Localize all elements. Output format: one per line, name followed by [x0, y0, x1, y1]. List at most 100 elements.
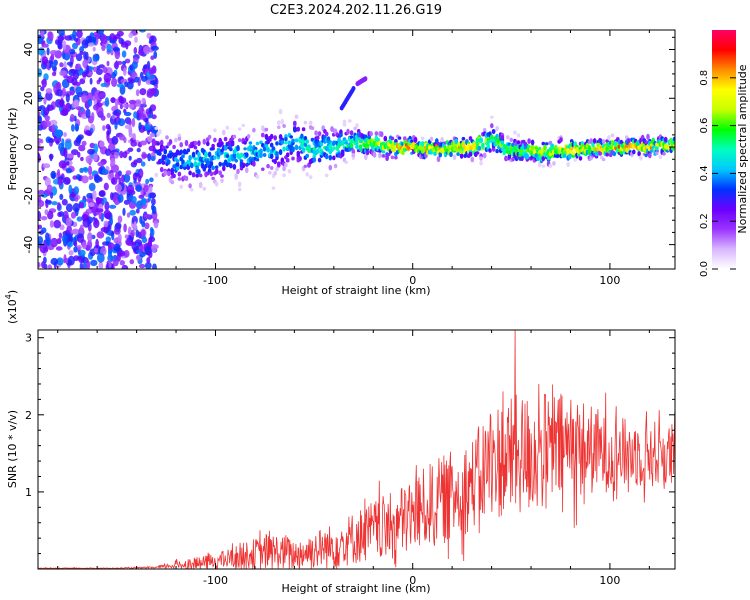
- noise-blob: [102, 125, 106, 131]
- noise-blob: [81, 175, 89, 184]
- noise-blob: [141, 237, 148, 244]
- ridge-cell: [440, 136, 444, 143]
- noise-blob: [87, 165, 93, 176]
- ridge-cell: [601, 139, 606, 144]
- ridge-cell: [252, 127, 256, 133]
- noise-blob: [107, 254, 114, 262]
- ridge-cell: [420, 140, 425, 147]
- noise-blob: [63, 254, 67, 264]
- ridge-cell: [548, 163, 553, 168]
- ridge-cell: [214, 181, 219, 187]
- noise-blob: [91, 95, 96, 101]
- noise-blob: [137, 231, 142, 239]
- ridge-cell: [271, 146, 276, 151]
- ridge-cell: [573, 158, 577, 162]
- noise-blob: [49, 50, 58, 55]
- noise-blob: [105, 212, 111, 220]
- ridge-cell: [372, 151, 377, 158]
- snr-multiplier: (x104): [4, 290, 19, 324]
- ridge-cell: [482, 152, 487, 159]
- ridge-cell: [340, 151, 345, 155]
- noise-blob: [128, 132, 133, 138]
- ridge-cell: [193, 145, 198, 150]
- noise-blob: [53, 59, 58, 66]
- noise-blob: [145, 178, 150, 184]
- noise-blob: [110, 192, 114, 201]
- noise-blob: [141, 220, 146, 228]
- noise-blob: [138, 122, 142, 131]
- ridge-cell: [374, 131, 379, 136]
- ridge-cell: [275, 153, 279, 157]
- noise-blob: [88, 202, 95, 208]
- ridge-cell: [481, 142, 485, 148]
- noise-blob: [81, 241, 87, 250]
- ridge-cell: [211, 165, 215, 171]
- ridge-cell: [379, 131, 384, 138]
- noise-blob: [68, 250, 74, 256]
- noise-blob: [79, 46, 85, 53]
- noise-blob: [133, 159, 138, 165]
- noise-blob: [139, 140, 147, 146]
- noise-blob: [86, 92, 94, 102]
- ridge-cell: [190, 162, 194, 169]
- noise-blob: [118, 177, 122, 185]
- noise-blob: [69, 86, 76, 91]
- ridge-cell: [156, 142, 160, 146]
- snr-multiplier-close: ): [6, 290, 19, 294]
- noise-blob: [53, 84, 57, 94]
- ridge-cell: [175, 161, 180, 168]
- noise-blob: [129, 79, 136, 84]
- noise-blob: [128, 99, 137, 105]
- noise-blob: [104, 148, 112, 156]
- ridge-cell: [530, 139, 535, 146]
- colorbar-tick-label: 0.6: [699, 118, 710, 134]
- noise-blob: [38, 230, 44, 235]
- ridge-cell: [541, 141, 546, 146]
- noise-blob: [66, 75, 75, 84]
- noise-blob: [112, 259, 119, 267]
- noise-blob: [73, 246, 78, 253]
- noise-blob: [153, 220, 159, 229]
- ridge-cell: [346, 128, 350, 135]
- noise-blob: [133, 111, 138, 119]
- ridge-cell: [568, 153, 572, 160]
- noise-blob: [106, 112, 111, 118]
- noise-blob: [139, 30, 146, 33]
- noise-blob: [149, 177, 154, 183]
- ridge-cell: [381, 154, 386, 158]
- noise-blob: [70, 211, 77, 219]
- noise-blob: [92, 189, 97, 200]
- snr-panel: -100 0 100 1 2 3 Height of straight line (km)…: [4, 290, 676, 595]
- ridge-cell: [612, 151, 617, 157]
- noise-blob: [41, 78, 47, 88]
- ridge-cell: [220, 178, 224, 184]
- y-tick-label: 3: [25, 332, 32, 345]
- noise-blob: [86, 260, 91, 269]
- ridge-cell: [500, 135, 505, 140]
- ridge-cell: [188, 170, 192, 176]
- y-tick-label: 0: [22, 144, 35, 151]
- ridge-cell: [461, 140, 466, 145]
- ridge-cell: [259, 152, 263, 158]
- ridge-cell: [232, 134, 237, 139]
- noise-blob: [59, 193, 64, 200]
- ridge-cell: [475, 151, 480, 155]
- ridge-cell: [241, 123, 246, 128]
- noise-blob: [121, 50, 127, 58]
- noise-blob: [149, 88, 157, 95]
- noise-blob: [100, 34, 108, 45]
- noise-blob: [113, 243, 121, 252]
- ridge-cell: [296, 126, 301, 132]
- ridge-cell: [349, 143, 354, 148]
- spectrogram-x-label: Height of straight line (km): [281, 284, 430, 297]
- ridge-cell: [266, 148, 270, 153]
- noise-blob: [74, 240, 78, 247]
- noise-blob: [61, 198, 68, 206]
- noise-blob: [56, 169, 61, 177]
- noise-blob: [95, 196, 101, 203]
- ridge-cell: [381, 150, 386, 154]
- noise-blob: [65, 203, 73, 213]
- noise-blob: [152, 263, 157, 269]
- noise-blob: [42, 163, 51, 169]
- noise-blob: [132, 172, 138, 181]
